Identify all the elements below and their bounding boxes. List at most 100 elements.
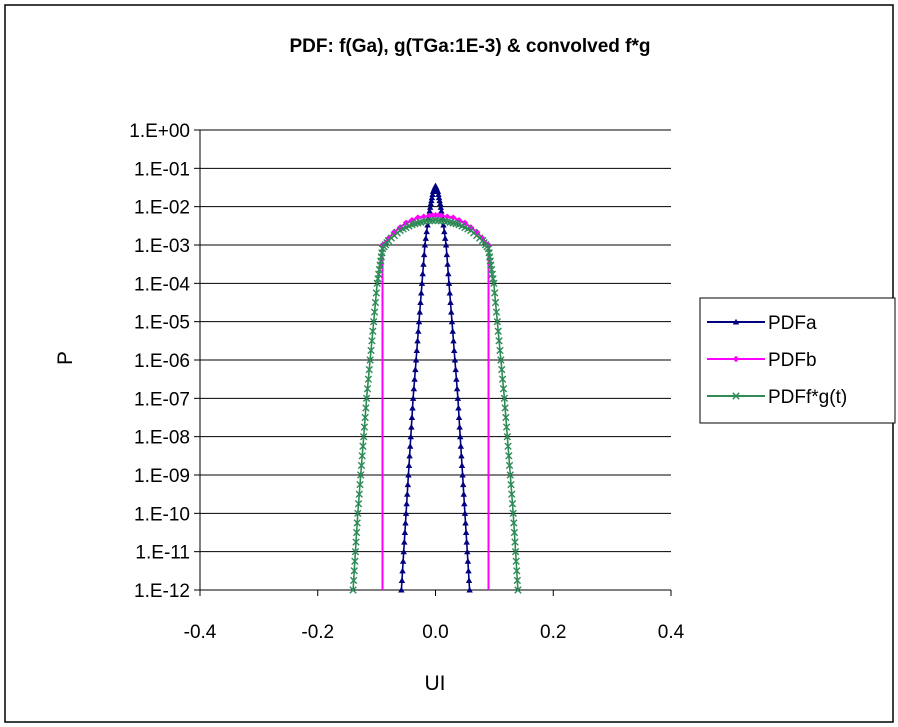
data-point	[438, 212, 445, 219]
data-point	[449, 214, 457, 221]
data-point	[423, 228, 430, 235]
data-point	[432, 211, 439, 219]
data-point	[368, 337, 376, 345]
data-point	[414, 214, 422, 221]
data-point	[431, 216, 440, 225]
data-point	[436, 197, 443, 204]
y-tick-label: 1.E-07	[134, 389, 190, 410]
data-point	[361, 413, 369, 422]
data-point	[360, 423, 369, 431]
data-point	[405, 462, 413, 468]
data-point	[434, 188, 442, 194]
data-point	[350, 567, 358, 575]
data-point	[428, 197, 435, 204]
data-point	[419, 270, 426, 277]
data-point	[401, 538, 408, 545]
data-point	[491, 298, 500, 307]
data-point	[492, 308, 501, 316]
data-point	[359, 442, 367, 450]
x-tick-label: 0.0	[422, 622, 448, 643]
data-point	[446, 289, 453, 296]
data-point	[508, 500, 517, 508]
y-tick-label: 1.E-01	[134, 159, 190, 180]
data-point	[497, 356, 505, 364]
data-point	[400, 548, 407, 555]
data-point	[411, 375, 418, 382]
data-point	[435, 194, 443, 201]
data-point	[461, 510, 469, 516]
data-point	[366, 356, 374, 364]
data-point	[465, 567, 472, 574]
data-point	[358, 452, 366, 460]
data-point	[444, 260, 451, 267]
data-point	[500, 394, 509, 403]
data-point	[458, 462, 466, 468]
data-point	[413, 347, 421, 353]
y-tick-label: 1.E-12	[134, 581, 190, 602]
x-axis-label: UI	[425, 672, 446, 695]
data-point	[362, 394, 371, 403]
data-point	[399, 558, 407, 564]
data-point	[349, 576, 358, 585]
data-point	[504, 442, 512, 450]
data-point	[496, 346, 504, 355]
data-point	[464, 558, 472, 564]
data-point	[513, 567, 521, 575]
data-point	[495, 337, 503, 345]
data-point	[462, 519, 469, 526]
data-point	[418, 280, 426, 286]
data-point	[420, 217, 428, 226]
legend-entry: PDFa	[707, 313, 817, 334]
data-point	[501, 404, 509, 412]
data-point	[512, 557, 520, 565]
data-point	[434, 216, 443, 225]
data-point	[426, 212, 433, 219]
data-point	[420, 251, 428, 258]
data-point	[424, 221, 431, 228]
data-point	[444, 213, 451, 220]
data-point	[453, 375, 460, 382]
data-point	[455, 414, 463, 421]
x-tick-label: -0.4	[184, 622, 217, 643]
data-point	[359, 432, 368, 441]
data-point	[429, 212, 436, 219]
y-tick-label: 1.E-10	[134, 504, 190, 525]
data-point	[420, 213, 427, 220]
data-point	[459, 481, 467, 488]
data-point	[351, 557, 359, 565]
data-point	[364, 375, 373, 383]
data-point	[441, 228, 448, 235]
legend-label: PDFf*g(t)	[768, 387, 847, 408]
data-point	[404, 490, 411, 497]
data-point	[415, 318, 423, 325]
series-pdff-g-t-	[349, 216, 522, 594]
y-tick-label: 1.E-11	[135, 543, 190, 564]
data-point	[421, 241, 429, 248]
data-point	[428, 216, 437, 225]
data-point	[447, 299, 454, 306]
data-point	[449, 328, 456, 334]
data-point	[437, 204, 444, 210]
y-tick-label: 1.E-08	[134, 428, 190, 449]
data-point	[440, 217, 449, 225]
data-point	[437, 200, 444, 207]
data-point	[415, 328, 422, 334]
data-point	[418, 289, 425, 296]
data-point	[443, 251, 451, 258]
data-point	[369, 327, 377, 335]
data-point	[503, 432, 512, 441]
data-point	[409, 395, 417, 401]
series-layer	[349, 182, 522, 594]
legend-entry: PDFb	[707, 350, 817, 371]
data-point	[456, 423, 463, 430]
data-point	[355, 490, 363, 498]
data-point	[462, 529, 470, 536]
data-point	[490, 289, 499, 297]
data-point	[452, 366, 459, 373]
data-point	[457, 443, 465, 449]
y-tick-label: 1.E-04	[134, 274, 190, 295]
y-tick-label: 1.E-06	[134, 351, 190, 372]
data-point	[440, 221, 447, 228]
data-point	[494, 327, 502, 335]
